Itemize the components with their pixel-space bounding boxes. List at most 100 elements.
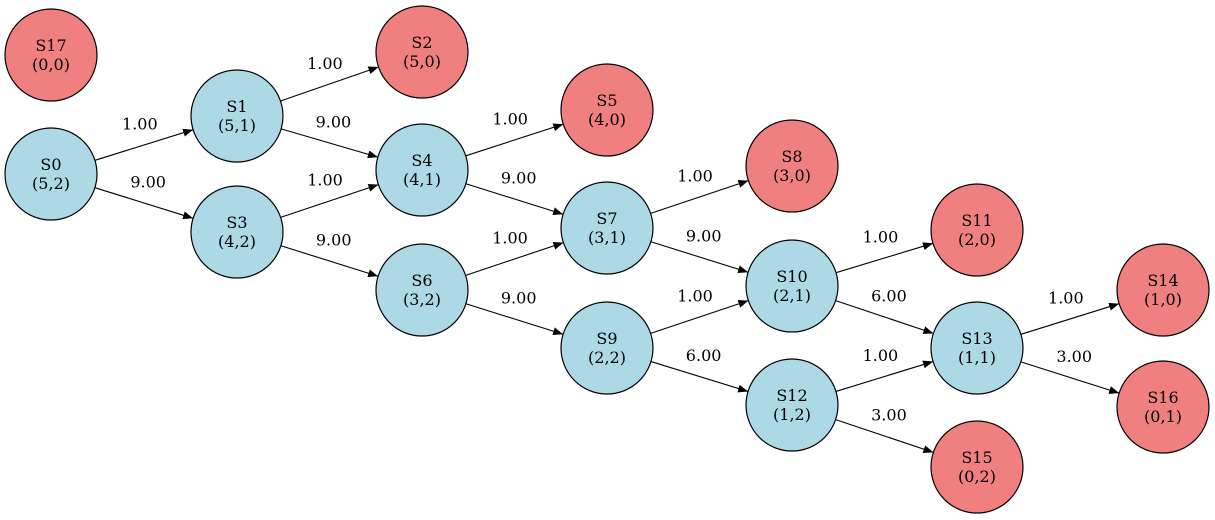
- edge-arrow: [1020, 302, 1120, 335]
- node-id-label: S4: [411, 151, 432, 170]
- node-state-label: (1,2): [773, 405, 811, 424]
- node-s5: S5(4,0): [560, 63, 654, 157]
- edge-s13-s16: 3.00: [1020, 347, 1120, 394]
- edge-weight-label: 1.00: [492, 229, 528, 248]
- node-id-label: S7: [596, 209, 617, 228]
- node-state-label: (4,0): [588, 110, 626, 129]
- edge-arrow: [835, 360, 934, 392]
- edge-s10-s13: 6.00: [835, 287, 934, 334]
- edges-layer: 1.00 9.00 1.00 9.00 1.00 9.00 1.00 9.00 1.00 9.00…: [94, 54, 1120, 453]
- node-state-label: (1,1): [958, 348, 996, 367]
- edge-arrow: [465, 303, 564, 336]
- edge-weight-label: 9.00: [686, 227, 722, 246]
- edge-weight-label: 9.00: [130, 173, 166, 192]
- edge-arrow: [650, 241, 749, 274]
- edge-weight-label: 1.00: [677, 287, 713, 306]
- edge-s13-s14: 1.00: [1020, 289, 1120, 335]
- edge-s3-s6: 9.00: [280, 231, 379, 278]
- node-s4: S4(4,1): [375, 123, 469, 217]
- edge-arrow: [465, 183, 564, 216]
- edge-weight-label: 1.00: [863, 346, 899, 365]
- edge-arrow: [1020, 361, 1120, 394]
- edge-s3-s4: 1.00: [280, 171, 379, 218]
- edge-s4-s7: 9.00: [465, 169, 564, 216]
- node-s2: S2(5,0): [375, 5, 469, 99]
- edge-s7-s10: 9.00: [650, 227, 749, 274]
- node-s12: S12(1,2): [745, 358, 839, 452]
- edge-arrow: [280, 66, 379, 102]
- edge-arrow: [465, 123, 564, 157]
- edge-s0-s3: 9.00: [94, 173, 194, 220]
- node-id-label: S2: [411, 33, 432, 52]
- node-s15: S15(0,2): [930, 420, 1024, 514]
- transient-state-circle: [560, 181, 654, 275]
- edge-weight-label: 1.00: [863, 228, 899, 247]
- node-s3: S3(4,2): [190, 185, 284, 279]
- node-id-label: S13: [961, 329, 992, 348]
- node-s7: S7(3,1): [560, 181, 654, 275]
- absorbing-state-circle: [930, 420, 1024, 514]
- edge-arrow: [835, 242, 934, 274]
- absorbing-state-circle: [560, 63, 654, 157]
- node-state-label: (1,0): [1144, 290, 1182, 309]
- edge-weight-label: 1.00: [307, 171, 343, 190]
- edge-s12-s15: 3.00: [835, 406, 934, 453]
- node-s16: S16(0,1): [1116, 360, 1210, 454]
- node-id-label: S6: [411, 271, 432, 290]
- transient-state-circle: [375, 243, 469, 337]
- node-s11: S11(2,0): [930, 183, 1024, 277]
- edge-s1-s4: 9.00: [281, 113, 378, 159]
- edge-arrow: [835, 300, 934, 334]
- edge-arrow: [650, 300, 749, 334]
- edge-arrow: [281, 128, 378, 159]
- node-state-label: (3,1): [588, 228, 626, 247]
- transient-state-circle: [375, 123, 469, 217]
- edge-arrow: [465, 242, 564, 276]
- node-state-label: (0,0): [32, 55, 70, 74]
- node-state-label: (0,1): [1144, 407, 1182, 426]
- node-id-label: S16: [1147, 388, 1178, 407]
- node-state-label: (2,0): [958, 230, 996, 249]
- node-id-label: S10: [776, 267, 807, 286]
- edge-s9-s12: 6.00: [650, 346, 749, 393]
- node-state-label: (5,2): [32, 174, 70, 193]
- edge-weight-label: 1.00: [122, 115, 158, 134]
- edge-s6-s7: 1.00: [465, 229, 564, 276]
- node-s17: S17(0,0): [4, 8, 98, 102]
- node-state-label: (2,1): [773, 286, 811, 305]
- edge-s9-s10: 1.00: [650, 287, 749, 334]
- node-id-label: S14: [1147, 271, 1178, 290]
- edge-weight-label: 6.00: [686, 346, 722, 365]
- node-state-label: (4,2): [218, 232, 256, 251]
- transient-state-circle: [745, 358, 839, 452]
- edge-s7-s8: 1.00: [650, 167, 749, 214]
- edge-weight-label: 9.00: [501, 289, 537, 308]
- node-s9: S9(2,2): [560, 301, 654, 395]
- edge-weight-label: 3.00: [1056, 347, 1092, 366]
- node-id-label: S8: [781, 147, 802, 166]
- node-s14: S14(1,0): [1116, 243, 1210, 337]
- node-s13: S13(1,1): [930, 301, 1024, 395]
- edge-arrow: [94, 187, 194, 220]
- transient-state-circle: [190, 69, 284, 163]
- edge-s1-s2: 1.00: [280, 54, 379, 102]
- node-id-label: S5: [596, 91, 617, 110]
- edge-s12-s13: 1.00: [835, 346, 934, 392]
- edge-s6-s9: 9.00: [465, 289, 564, 336]
- edge-weight-label: 9.00: [316, 231, 352, 250]
- absorbing-state-circle: [4, 8, 98, 102]
- edge-weight-label: 3.00: [871, 406, 907, 425]
- edge-arrow: [650, 180, 749, 214]
- transient-state-circle: [190, 185, 284, 279]
- edge-s4-s5: 1.00: [465, 110, 564, 157]
- edge-arrow: [280, 245, 379, 278]
- edge-weight-label: 9.00: [316, 113, 352, 132]
- node-state-label: (3,2): [403, 290, 441, 309]
- edge-weight-label: 9.00: [501, 169, 537, 188]
- node-state-label: (4,1): [403, 170, 441, 189]
- edge-arrow: [835, 419, 934, 453]
- edge-s0-s1: 1.00: [94, 115, 194, 161]
- absorbing-state-circle: [375, 5, 469, 99]
- edge-arrow: [650, 361, 749, 393]
